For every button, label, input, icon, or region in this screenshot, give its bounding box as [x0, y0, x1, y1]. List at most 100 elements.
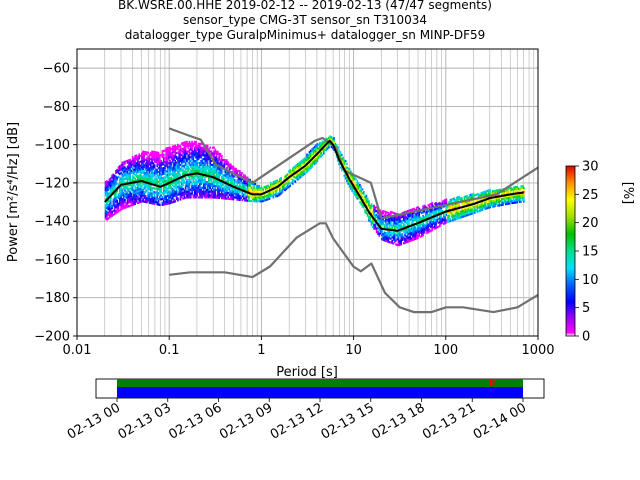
psd-density-cell [396, 215, 399, 218]
psd-density-cell [417, 217, 419, 220]
psd-density-cell [417, 229, 419, 232]
psd-density-cell [427, 223, 430, 226]
psd-density-cell [135, 188, 138, 192]
psd-density-cell [223, 162, 226, 166]
psd-density-cell [370, 203, 373, 206]
psd-density-cell [240, 174, 242, 177]
psd-density-cell [125, 206, 128, 209]
psd-density-cell [522, 190, 525, 193]
psd-density-cell [235, 169, 237, 172]
psd-density-cell [510, 188, 512, 191]
psd-density-cell [116, 211, 119, 214]
psd-density-cell [149, 192, 152, 195]
psd-density-cell [168, 150, 170, 153]
psd-density-cell [198, 196, 201, 199]
psd-density-cell [233, 167, 236, 170]
psd-density-cell [414, 218, 417, 221]
psd-density-cell [344, 167, 347, 170]
psd-density-cell [423, 218, 426, 221]
psd-density-cell [146, 166, 148, 169]
psd-density-cell [268, 197, 271, 200]
psd-density-cell [470, 193, 472, 196]
psd-density-cell [169, 173, 171, 176]
psd-density-cell [313, 147, 316, 150]
psd-density-cell [180, 148, 183, 151]
psd-density-cell [231, 173, 233, 176]
psd-density-cell [200, 159, 202, 163]
psd-density-cell [139, 181, 142, 184]
psd-density-cell [309, 153, 312, 156]
psd-density-cell [338, 151, 341, 154]
psd-density-cell [143, 150, 146, 154]
psd-density-cell [162, 161, 165, 164]
psd-density-cell [480, 201, 483, 204]
psd-density-cell [222, 178, 224, 181]
psd-density-cell [137, 161, 139, 164]
psd-density-cell [510, 200, 512, 203]
psd-density-cell [277, 192, 280, 195]
psd-density-cell [124, 168, 126, 171]
psd-density-cell [131, 161, 134, 164]
psd-density-cell [188, 179, 191, 182]
psd-density-cell [140, 196, 143, 199]
psd-density-cell [328, 138, 330, 141]
psd-density-cell [279, 189, 281, 192]
psd-density-cell [149, 165, 152, 168]
psd-density-cell [122, 199, 125, 202]
psd-density-cell [510, 190, 512, 193]
psd-density-cell [179, 148, 182, 151]
psd-density-cell [499, 204, 502, 207]
psd-density-cell [195, 140, 197, 144]
psd-density-cell [242, 193, 245, 196]
psd-density-cell [235, 188, 237, 192]
psd-density-cell [439, 207, 441, 210]
psd-density-cell [179, 160, 182, 163]
psd-density-cell [193, 171, 196, 174]
psd-density-cell [435, 219, 437, 222]
psd-density-cell [169, 202, 171, 205]
psd-density-cell [155, 160, 157, 164]
psd-density-cell [426, 220, 428, 223]
psd-density-cell [315, 148, 317, 151]
psd-density-cell [473, 205, 476, 208]
psd-density-cell [476, 202, 479, 206]
psd-density-cell [191, 150, 193, 153]
psd-density-cell [400, 223, 403, 227]
psd-density-cell [180, 165, 183, 168]
psd-density-cell [508, 190, 511, 194]
psd-density-cell [171, 189, 174, 192]
psd-density-cell [390, 220, 392, 223]
psd-density-cell [144, 197, 147, 200]
psd-density-cell [165, 170, 168, 173]
psd-density-cell [298, 177, 301, 180]
psd-density-cell [409, 214, 412, 218]
psd-density-cell [406, 234, 409, 238]
psd-density-cell [395, 212, 397, 215]
psd-density-cell [379, 224, 382, 227]
psd-density-cell [140, 152, 143, 155]
psd-density-cell [302, 162, 304, 165]
psd-density-cell [223, 164, 226, 167]
psd-density-cell [201, 146, 204, 149]
psd-density-cell [471, 195, 474, 198]
psd-density-cell [205, 156, 208, 159]
psd-density-cell [339, 166, 342, 169]
psd-density-cell [126, 180, 129, 184]
psd-density-cell [174, 156, 177, 159]
psd-density-cell [471, 208, 474, 211]
psd-density-cell [366, 199, 369, 202]
psd-density-cell [410, 225, 413, 229]
psd-density-cell [162, 191, 165, 195]
psd-density-cell [144, 168, 147, 171]
psd-density-cell [436, 226, 439, 229]
psd-density-cell [188, 148, 191, 151]
psd-density-cell [219, 181, 222, 184]
psd-density-cell [112, 202, 115, 205]
psd-density-cell [506, 191, 508, 194]
psd-density-cell [231, 186, 233, 189]
psd-density-cell [210, 184, 213, 188]
psd-density-cell [196, 190, 199, 193]
psd-density-cell [359, 189, 361, 192]
psd-density-cell [202, 182, 205, 186]
psd-density-cell [165, 195, 168, 198]
